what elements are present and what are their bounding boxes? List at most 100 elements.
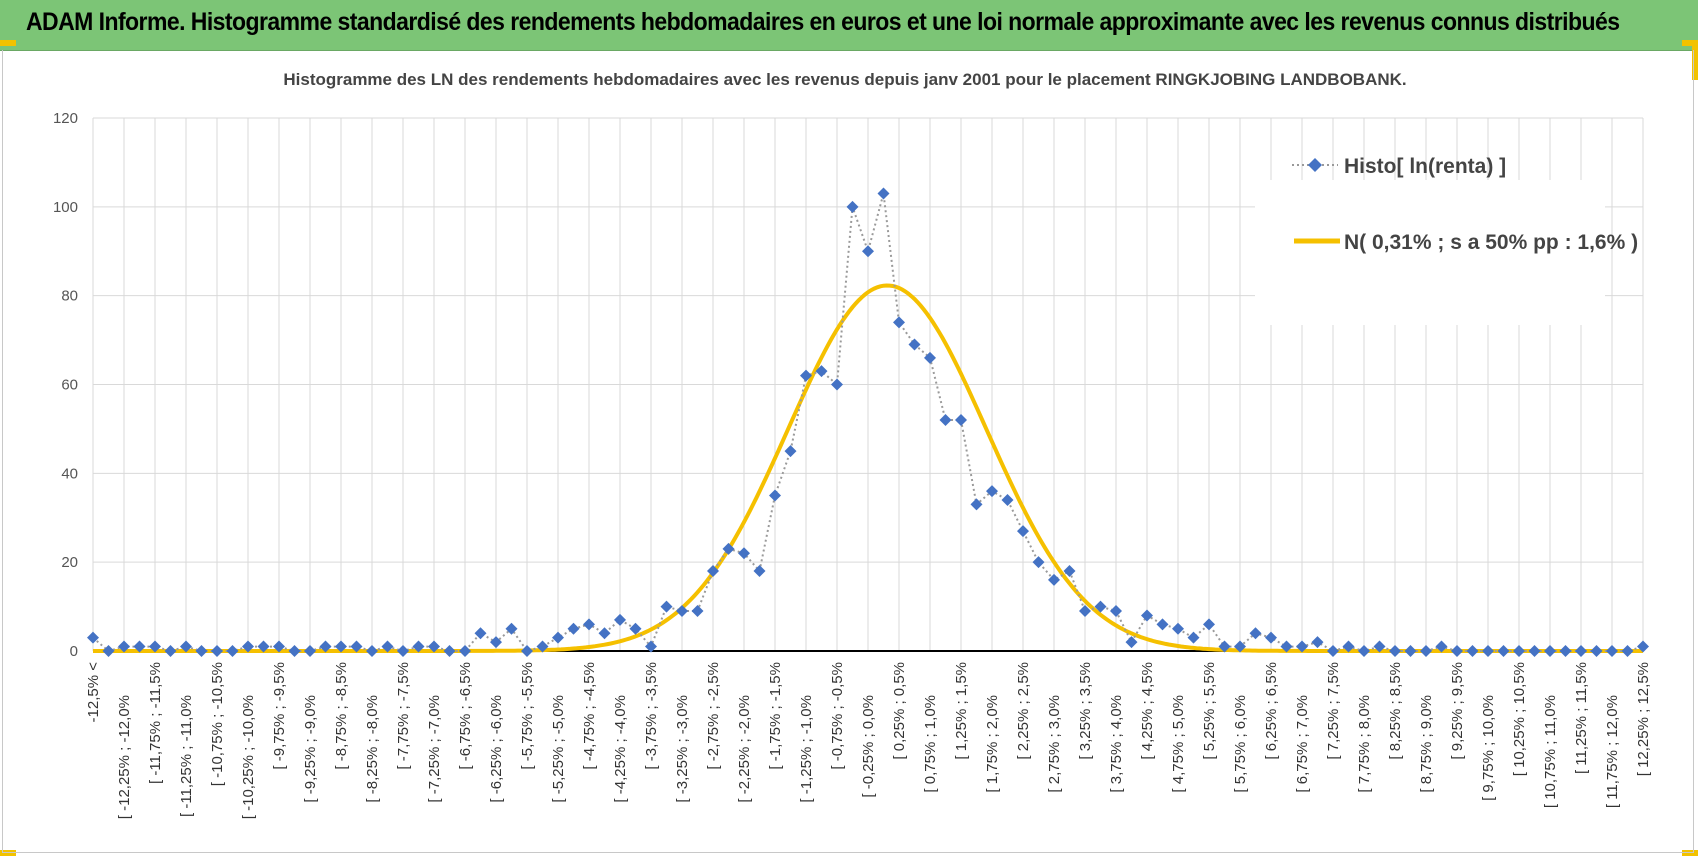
histo-point: [459, 645, 471, 657]
histo-point: [1482, 645, 1494, 657]
x-tick-label: [ -3,25% ; -3,0%: [674, 695, 691, 803]
histo-point: [211, 645, 223, 657]
histo-point: [691, 605, 704, 618]
histo-point: [567, 622, 580, 635]
x-tick-label: [ -6,25% ; -6,0%: [488, 695, 505, 803]
x-tick-label: [ 4,25% ; 4,5%: [1139, 662, 1156, 760]
x-tick-label: [ -9,75% ; -9,5%: [271, 662, 288, 770]
histo-point: [1544, 645, 1556, 657]
x-tick-label: [ -8,25% ; -8,0%: [364, 695, 381, 803]
x-tick-label: [ -8,75% ; -8,5%: [333, 662, 350, 770]
histo-point: [1404, 645, 1417, 657]
chart-title: Histogramme des LN des rendements hebdom…: [283, 70, 1406, 89]
histo-point: [815, 365, 828, 378]
x-tick-label: [ 8,25% ; 8,5%: [1387, 662, 1404, 760]
histo-point: [490, 636, 502, 649]
x-tick-label: [ -7,75% ; -7,5%: [395, 662, 412, 770]
x-tick-label: [ -5,25% ; -5,0%: [550, 695, 567, 803]
histo-point: [335, 640, 347, 653]
histo-point: [1280, 640, 1293, 653]
histo-point: [552, 631, 564, 644]
histo-point: [149, 640, 161, 653]
histo-point: [800, 369, 812, 382]
histogram-chart: Histogramme des LN des rendements hebdom…: [53, 70, 1652, 819]
x-tick-label: [ 1,75% ; 2,0%: [984, 695, 1001, 793]
x-tick-label: [ -12,25% ; -12,0%: [116, 695, 133, 819]
histo-point: [118, 640, 130, 653]
x-tick-label: [ 8,75% ; 9,0%: [1418, 695, 1435, 793]
histo-point: [1342, 640, 1355, 653]
histo-point: [180, 640, 192, 653]
histo-point: [397, 645, 409, 657]
histo-point: [257, 640, 270, 653]
histo-point: [676, 605, 688, 618]
histo-point: [970, 498, 983, 511]
x-tick-label: [ 10,75% ; 11,0%: [1542, 695, 1559, 808]
histo-point: [288, 645, 301, 657]
y-tick-label: 120: [53, 110, 78, 127]
histo-point: [1590, 645, 1603, 657]
histo-point: [521, 645, 533, 657]
x-tick-label: [ -4,75% ; -4,5%: [581, 662, 598, 770]
histo-point: [1048, 573, 1060, 586]
x-tick-label: [ -11,75% ; -11,5%: [147, 662, 164, 784]
histo-point: [1141, 609, 1153, 622]
histo-point: [1249, 627, 1262, 640]
x-tick-label: [ -1,75% ; -1,5%: [767, 662, 784, 770]
histo-point: [784, 445, 797, 458]
histo-point: [1296, 640, 1308, 653]
histo-point: [1125, 636, 1138, 649]
x-tick-label: [ -0,75% ; -0,5%: [829, 662, 846, 770]
histo-point: [381, 640, 394, 653]
banner-title: ADAM Informe. Histogramme standardisé de…: [26, 8, 1620, 36]
histo-point: [1265, 631, 1277, 644]
x-tick-label: [ -5,75% ; -5,5%: [519, 662, 536, 770]
histo-point: [102, 645, 115, 657]
histo-point: [1497, 645, 1510, 657]
histo-point: [1559, 645, 1572, 657]
histo-point: [1420, 645, 1432, 657]
histo-point: [769, 489, 781, 502]
histo-point: [87, 631, 99, 644]
histo-point: [1218, 640, 1231, 653]
legend: Histo[ ln(renta) ] N( 0,31% ; s a 50% pp…: [1255, 155, 1638, 325]
histo-point: [366, 645, 378, 657]
histo-point: [629, 622, 642, 635]
x-tick-label: [ -1,25% ; -1,0%: [798, 695, 815, 803]
accent-corner-bottom-left: [0, 850, 16, 856]
histo-point: [1172, 622, 1184, 635]
histo-point: [1451, 645, 1463, 657]
histo-point: [1528, 645, 1541, 657]
histo-point: [1110, 605, 1122, 618]
x-tick-label: -12,5% <: [85, 662, 102, 723]
histo-point: [877, 187, 890, 200]
histo-point: [1373, 640, 1386, 653]
histo-point: [1063, 565, 1076, 578]
accent-corner-right-edge: [1692, 40, 1698, 80]
histo-point: [1017, 525, 1029, 538]
x-tick-label: [ 6,75% ; 7,0%: [1294, 695, 1311, 793]
x-tick-label: [ 6,25% ; 6,5%: [1263, 662, 1280, 760]
histo-point: [583, 618, 595, 631]
histo-point: [1358, 645, 1370, 657]
x-tick-label: [ 11,75% ; 12,0%: [1604, 695, 1621, 808]
histo-point: [831, 378, 843, 391]
histo-point: [1637, 640, 1649, 653]
accent-corner-top-left: [0, 40, 16, 46]
histo-point: [1094, 600, 1107, 613]
x-tick-label: [ 7,25% ; 7,5%: [1325, 662, 1342, 760]
x-tick-label: [ 12,25% ; 12,5%: [1635, 662, 1652, 776]
x-tick-label: [ 9,25% ; 9,5%: [1449, 662, 1466, 760]
x-tick-label: [ 2,25% ; 2,5%: [1015, 662, 1032, 760]
x-tick-label: [ -6,75% ; -6,5%: [457, 662, 474, 770]
histo-point: [955, 414, 967, 427]
y-tick-label: 0: [70, 643, 78, 660]
grid-lines: [92, 117, 1644, 652]
x-tick-label: [ -2,25% ; -2,0%: [736, 695, 753, 803]
histo-point: [614, 613, 626, 626]
legend-normal-label: N( 0,31% ; s a 50% pp : 1,6% ): [1344, 231, 1638, 254]
histo-point: [1156, 618, 1169, 631]
histogram-series: [87, 187, 1649, 657]
x-tick-label: [ 0,75% ; 1,0%: [922, 695, 939, 793]
x-tick-label: [ 3,75% ; 4,0%: [1108, 695, 1125, 793]
